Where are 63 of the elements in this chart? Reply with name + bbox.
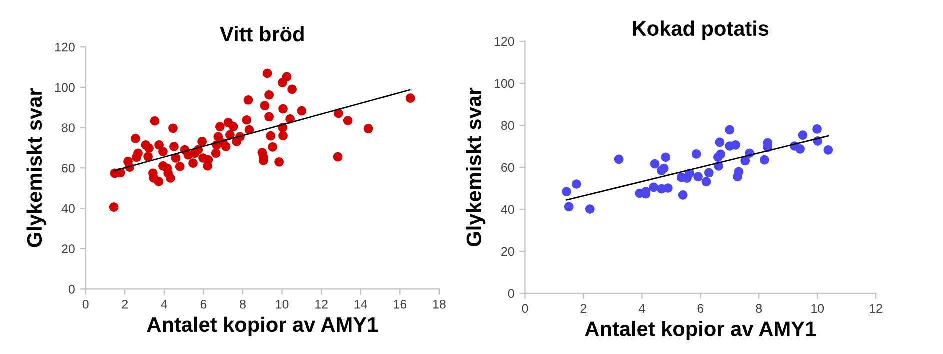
point bbox=[694, 172, 703, 182]
chart-title: Vitt bröd bbox=[220, 26, 304, 42]
y-tick-label: 100 bbox=[55, 83, 75, 92]
chart-title: Kokad potatis bbox=[633, 20, 769, 40]
point bbox=[725, 125, 735, 135]
y-axis-title: Glykemiskt svar bbox=[26, 88, 46, 248]
point bbox=[562, 187, 572, 196]
point bbox=[733, 172, 742, 182]
y-axis-title: Glykemiskt svar bbox=[466, 88, 486, 246]
x-axis-title: Antalet kopior av AMY1 bbox=[585, 321, 816, 341]
x-tick-label: 16 bbox=[394, 300, 407, 309]
x-tick-label: 0 bbox=[522, 304, 528, 314]
x-tick-label: 2 bbox=[580, 304, 587, 313]
point bbox=[760, 155, 770, 165]
point bbox=[659, 164, 669, 174]
x-tick-label: 4 bbox=[161, 300, 168, 309]
point bbox=[650, 159, 660, 169]
y-tick-label: 0 bbox=[508, 289, 514, 298]
y-tick-label: 100 bbox=[494, 79, 514, 88]
point bbox=[661, 152, 671, 162]
x-tick-label: 6 bbox=[200, 300, 207, 309]
point bbox=[704, 168, 714, 178]
x-tick-label: 12 bbox=[316, 300, 328, 309]
y-tick-label: 120 bbox=[55, 42, 75, 52]
point bbox=[678, 190, 688, 200]
x-axis-title: Antalet kopior av AMY1 bbox=[147, 316, 378, 336]
point bbox=[740, 156, 750, 166]
y-tick-label: 80 bbox=[62, 124, 75, 132]
point bbox=[664, 184, 673, 193]
x-tick-label: 6 bbox=[698, 304, 704, 314]
point bbox=[572, 180, 582, 189]
y-tick-label: 120 bbox=[494, 37, 514, 46]
point bbox=[731, 140, 740, 150]
y-tick-label: 0 bbox=[68, 285, 75, 294]
y-tick-label: 20 bbox=[62, 244, 75, 254]
point bbox=[614, 154, 624, 164]
point bbox=[692, 150, 702, 159]
x-tick-label: 8 bbox=[240, 300, 246, 309]
point bbox=[824, 146, 834, 155]
y-tick-label: 40 bbox=[62, 204, 75, 214]
x-tick-label: 14 bbox=[354, 300, 368, 309]
point bbox=[649, 182, 659, 192]
y-tick-label: 20 bbox=[502, 247, 514, 256]
point bbox=[702, 177, 712, 187]
point bbox=[564, 202, 574, 212]
x-tick-label: 0 bbox=[82, 300, 89, 309]
point bbox=[715, 138, 725, 148]
point bbox=[585, 204, 595, 214]
x-tick-label: 4 bbox=[638, 304, 646, 313]
point bbox=[716, 150, 726, 160]
y-tick-label: 60 bbox=[62, 164, 75, 173]
x-tick-label: 2 bbox=[122, 300, 128, 309]
x-tick-label: 10 bbox=[812, 304, 824, 314]
x-tick-label: 10 bbox=[276, 300, 289, 309]
x-tick-label: 8 bbox=[756, 304, 762, 314]
y-tick-label: 40 bbox=[501, 205, 514, 214]
point bbox=[812, 124, 822, 134]
point bbox=[796, 144, 805, 154]
point bbox=[798, 130, 808, 140]
y-tick-label: 80 bbox=[501, 121, 514, 130]
x-tick-label: 18 bbox=[433, 300, 446, 309]
x-tick-label: 12 bbox=[870, 304, 882, 313]
y-tick-label: 60 bbox=[502, 163, 514, 172]
